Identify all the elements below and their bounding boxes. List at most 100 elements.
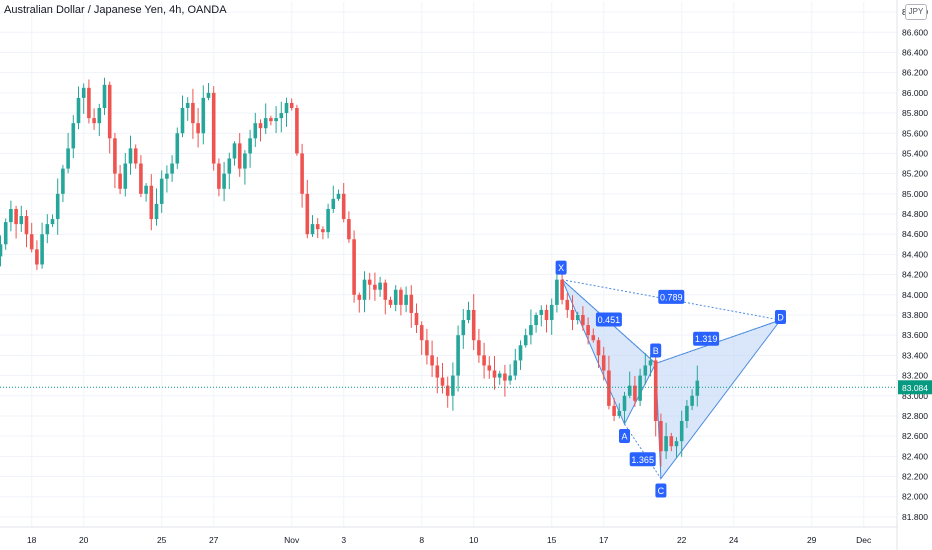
price-tick-label: 83.200: [902, 371, 928, 381]
candle-body: [653, 360, 658, 421]
price-tick-label: 82.400: [902, 451, 928, 461]
candle-body: [627, 385, 632, 396]
candle-body: [113, 138, 117, 174]
candle-body: [544, 309, 549, 321]
time-tick-label: 8: [419, 535, 424, 545]
candle-body: [305, 193, 310, 235]
grid: [0, 2, 897, 527]
price-tick-label: 84.400: [902, 249, 928, 259]
pattern-ratio-label: 0.789: [660, 292, 683, 302]
candle-body: [149, 185, 154, 220]
candle-body: [248, 138, 252, 154]
candle-body: [92, 118, 96, 124]
price-axis[interactable]: 81.800 82.000 82.200 82.400 82.600 82.800 83.0…: [896, 0, 932, 550]
time-tick-label: 3: [341, 535, 346, 545]
candle-body: [607, 370, 611, 406]
candle-body: [555, 279, 559, 305]
candle-body: [367, 279, 372, 285]
time-tick-label: Nov: [284, 535, 300, 545]
time-tick-label: 24: [729, 535, 739, 545]
candle-body: [633, 385, 637, 401]
candle-body: [596, 340, 601, 356]
candle-body: [445, 385, 450, 396]
candle-body: [87, 87, 91, 119]
pattern-ratio-line: [562, 279, 781, 321]
candle-body: [321, 229, 325, 233]
candle-body: [659, 420, 663, 452]
candle-body: [331, 198, 336, 209]
candle-body: [399, 289, 403, 305]
candle-body: [14, 208, 18, 225]
candle-body: [487, 365, 492, 371]
time-axis[interactable]: 18 20 25 27 Nov 3 8 10 15 17 22 24 29 Dec: [0, 526, 897, 545]
candle-body: [425, 340, 429, 356]
candle-body: [477, 340, 481, 356]
chart-title: Australian Dollar / Japanese Yen, 4h, OA…: [4, 4, 227, 16]
candle-body: [180, 108, 185, 134]
candle-body: [523, 335, 528, 346]
candle-body: [201, 97, 206, 134]
candle-body: [435, 365, 440, 378]
candle-body: [45, 224, 50, 235]
candle-body: [685, 405, 689, 421]
candle-body: [414, 312, 419, 326]
price-tick-label: 85.000: [902, 189, 928, 199]
candle-body: [310, 224, 315, 235]
pattern-point-label-bg: [555, 260, 567, 275]
pattern-point-label-bg: [655, 483, 667, 498]
price-tick-label: 84.000: [902, 290, 928, 300]
candle-body: [419, 325, 424, 341]
candle-body: [170, 163, 174, 174]
xabcd-pattern[interactable]: [561, 279, 782, 480]
candle-body: [638, 375, 642, 401]
candle-body: [336, 193, 341, 199]
candle-body: [674, 441, 679, 447]
price-tick-label: 83.600: [902, 330, 928, 340]
price-tick-label: 86.400: [902, 47, 928, 57]
candle-body: [643, 365, 648, 376]
candle-body: [175, 133, 180, 164]
candle-body: [612, 405, 616, 416]
pattern-point-label: B: [653, 346, 659, 356]
candle-body: [388, 299, 393, 305]
candle-body: [695, 380, 700, 396]
pattern-ratio-label: 0.451: [598, 315, 621, 325]
candle-body: [373, 284, 377, 290]
candle-body: [253, 123, 258, 139]
candle-body: [274, 118, 278, 122]
pattern-ratio-line: [624, 423, 662, 479]
candle-body: [300, 153, 304, 194]
candle-body: [529, 325, 533, 336]
pattern-point-label: D: [777, 313, 784, 323]
candle-body: [409, 294, 414, 313]
candle-body: [61, 168, 65, 194]
candle-body: [404, 294, 408, 305]
currency-button[interactable]: JPY: [905, 4, 927, 20]
candle-body: [24, 216, 29, 235]
candle-body: [118, 173, 122, 189]
candle-body: [269, 118, 273, 122]
pattern-point-label-bg: [775, 310, 786, 325]
time-tick-label: 25: [157, 535, 167, 545]
time-tick-label: 15: [547, 535, 557, 545]
candle-body: [539, 309, 544, 315]
candle-body: [159, 178, 164, 204]
candle-body: [144, 185, 148, 194]
time-tick-label: 18: [27, 535, 37, 545]
candle-body: [211, 92, 216, 164]
candle-body: [497, 373, 502, 378]
pattern-ratio-label-bg: [595, 312, 622, 327]
candle-body: [81, 87, 86, 98]
candle-body: [393, 289, 398, 305]
candle-body: [232, 143, 237, 159]
candle-body: [19, 216, 24, 225]
pattern-ratio-label-bg: [693, 331, 720, 346]
candle-body: [35, 249, 39, 265]
pattern-ratio-label: 1.319: [695, 334, 718, 344]
price-tick-label: 84.600: [902, 229, 928, 239]
candle-body: [227, 158, 232, 174]
candle-body: [648, 360, 653, 366]
candle-body: [362, 279, 367, 300]
pattern-ratio-label: 1.365: [631, 455, 654, 465]
